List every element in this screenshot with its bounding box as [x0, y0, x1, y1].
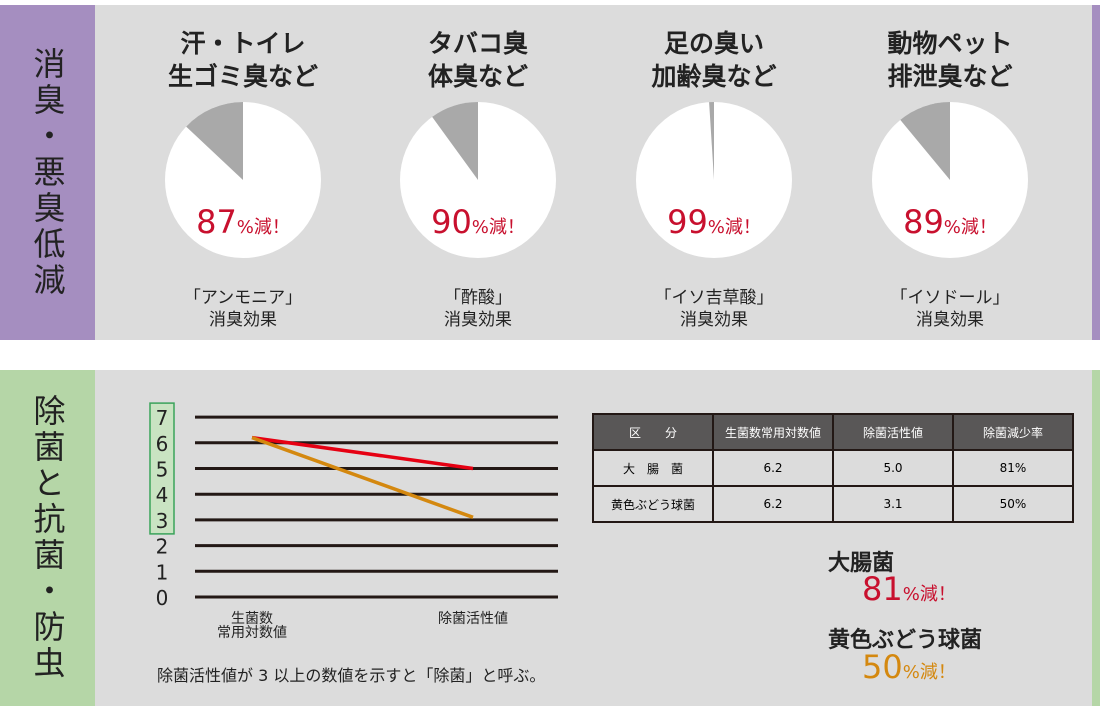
caption: 「イソ吉草酸」 消臭効果: [654, 288, 774, 330]
caption: 「イソドール」 消臭効果: [890, 288, 1010, 330]
highlight-box: [149, 402, 175, 535]
value: 50: [862, 648, 903, 686]
pie-slice: [709, 102, 714, 180]
card-title: タバコ臭 体臭など: [427, 29, 528, 91]
unit: %減！: [902, 584, 956, 605]
series-line: [251, 435, 474, 471]
results-table: 区 分生菌数常用対数値 除菌活性値 除菌減少率 大 腸 菌 6.2 5.0 81% 黄色ぶ…: [592, 413, 1074, 523]
cell: 大 腸 菌: [592, 449, 714, 487]
card-title: 足の臭い 加齢臭など: [651, 29, 777, 91]
reduction-value: 87%減！: [196, 203, 290, 241]
y-tick-label: 2: [156, 535, 169, 559]
pie-slice: [186, 102, 243, 180]
series-line: [251, 436, 474, 519]
result-name: 大腸菌: [828, 551, 895, 576]
pie-chart: [165, 102, 321, 258]
deodorant-card: 足の臭い 加齢臭など 99%減！ 「イソ吉草酸」 消臭効果: [614, 5, 814, 330]
panel-edge: [1092, 370, 1100, 706]
reduction-value: 90%減！: [431, 203, 525, 241]
y-tick-label: 3: [156, 509, 169, 533]
table-row: 大 腸 菌 6.2 5.0 81%: [592, 449, 1074, 487]
cell: 3.1: [832, 485, 954, 523]
y-tick-label: 7: [156, 406, 169, 430]
note: 除菌活性値が 3 以上の数値を示すと「除菌」と呼ぶ。: [157, 666, 546, 685]
y-tick-label: 6: [156, 432, 169, 456]
result-value: 50%減！: [862, 648, 956, 686]
cell: 6.2: [712, 449, 834, 487]
pie-slice: [900, 102, 950, 180]
deodorant-card: タバコ臭 体臭など 90%減！ 「酢酸」 消臭効果: [378, 5, 578, 330]
cell: 50%: [952, 485, 1074, 523]
table-header: 除菌減少率: [952, 413, 1074, 451]
result-name: 黄色ぶどう球菌: [828, 628, 983, 653]
cell: 6.2: [712, 485, 834, 523]
pie-slice: [432, 102, 478, 180]
deodorant-card: 汗・トイレ 生ゴミ臭など 87%減！ 「アンモニア」 消臭効果: [143, 5, 343, 330]
result-value: 81%減！: [862, 570, 956, 608]
pie-chart: [872, 102, 1028, 258]
x-tick-label: 生菌数: [231, 611, 273, 627]
table-row: 黄色ぶどう球菌 6.2 3.1 50%: [592, 485, 1074, 523]
value: 81: [862, 570, 903, 608]
deodorant-label: 消臭・悪臭低減: [0, 5, 95, 340]
unit: %減！: [902, 662, 956, 683]
y-tick-label: 5: [156, 458, 169, 482]
antibacterial-label: 除菌と抗菌・防虫: [0, 370, 95, 706]
y-tick-label: 4: [156, 483, 169, 507]
deodorant-card: 動物ペット 排泄臭など 89%減！ 「イソドール」 消臭効果: [850, 5, 1050, 330]
card-title: 動物ペット 排泄臭など: [887, 29, 1013, 91]
y-tick-label: 1: [156, 560, 169, 584]
cell: 5.0: [832, 449, 954, 487]
reduction-value: 89%減！: [903, 203, 997, 241]
cell: 黄色ぶどう球菌: [592, 485, 714, 523]
deodorant-panel: 消臭・悪臭低減 汗・トイレ 生ゴミ臭など 87%減！ 「アンモニア」 消臭効果 タバコ…: [0, 5, 1100, 340]
pie-chart: [400, 102, 556, 258]
caption: 「酢酸」 消臭効果: [444, 288, 512, 330]
table-header: 生菌数常用対数値: [712, 413, 834, 451]
table-header: 区 分: [592, 413, 714, 451]
table-header: 除菌活性値: [832, 413, 954, 451]
panel-edge: [1092, 5, 1100, 340]
x-tick-label: 常用対数値: [217, 625, 287, 641]
pie-chart: [636, 102, 792, 258]
card-title: 汗・トイレ 生ゴミ臭など: [167, 29, 318, 91]
x-tick-label: 除菌活性値: [438, 611, 508, 627]
reduction-value: 99%減！: [667, 203, 761, 241]
y-tick-label: 0: [156, 586, 169, 610]
cell: 81%: [952, 449, 1074, 487]
caption: 「アンモニア」 消臭効果: [183, 288, 303, 330]
